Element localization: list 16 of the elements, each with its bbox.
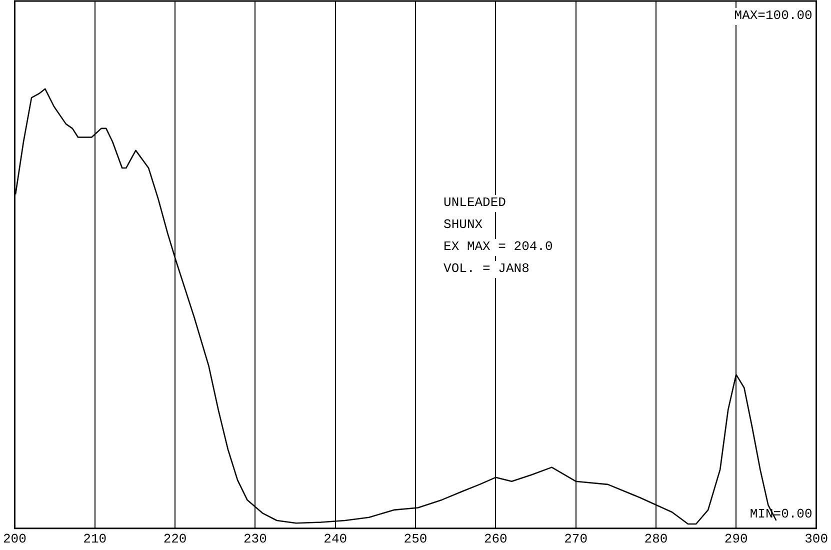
x-tick-label: 270 [564,532,588,547]
x-tick-label: 210 [83,532,107,547]
annotation: UNLEADED [444,194,506,210]
text: MAX=100.00 [734,8,812,23]
x-tick-label: 240 [324,532,348,547]
x-tick-label: 280 [644,532,668,547]
x-tick-label: 250 [404,532,428,547]
x-tick-label: 200 [3,532,26,547]
x-tick-label: 220 [163,532,187,547]
annotation: EX MAX = 204.0 [444,238,553,254]
x-tick-label: 230 [243,532,267,547]
x-tick-label: 260 [484,532,508,547]
x-tick-label: 290 [724,532,748,547]
x-tick-label: 300 [804,532,828,547]
annotation: VOL. = JAN8 [444,260,530,276]
annotation: SHUNX [444,216,483,232]
